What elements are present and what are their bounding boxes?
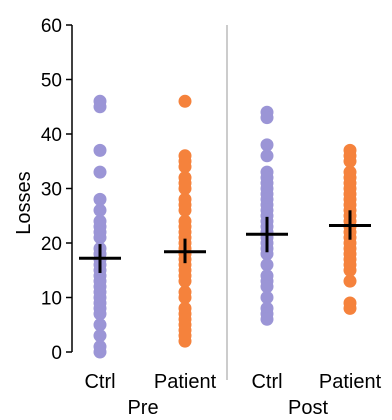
category-label: Ctrl (84, 371, 115, 393)
data-point (93, 318, 107, 332)
group-label: Pre (127, 397, 158, 419)
data-point (178, 94, 192, 108)
data-point (93, 231, 107, 245)
category-label: Ctrl (251, 371, 282, 393)
data-point (93, 307, 107, 321)
data-point (260, 149, 274, 163)
data-point (93, 329, 107, 343)
y-tick-label: 0 (51, 343, 62, 364)
data-point (93, 100, 107, 114)
y-tick-label: 40 (41, 125, 62, 146)
y-tick-label: 20 (41, 234, 62, 255)
data-point (260, 258, 274, 272)
data-point (178, 274, 192, 288)
y-axis: 0 10 20 30 40 50 60 (41, 16, 73, 364)
data-point (260, 291, 274, 304)
category-label: Patient (319, 371, 382, 393)
y-tick-label: 60 (41, 16, 62, 37)
data-point (178, 291, 192, 304)
data-point (343, 263, 357, 277)
category-labels: Ctrl Patient Ctrl Patient Pre Post (84, 371, 381, 419)
data-point (260, 247, 274, 261)
data-point (93, 192, 107, 206)
data-points (93, 94, 357, 359)
data-point (260, 111, 274, 125)
category-label: Patient (154, 371, 217, 393)
y-axis-title: Losses (13, 171, 35, 234)
data-point (178, 160, 192, 174)
data-point (93, 143, 107, 157)
data-point (343, 154, 357, 168)
group-label: Post (288, 397, 328, 419)
data-point (343, 301, 357, 315)
data-point (93, 345, 107, 359)
data-point (343, 274, 357, 288)
data-point (260, 312, 274, 326)
data-point (178, 182, 192, 195)
data-point (93, 165, 107, 179)
data-point (93, 203, 107, 217)
data-point (260, 280, 274, 294)
data-point (178, 203, 192, 217)
y-tick-label: 50 (41, 71, 62, 92)
y-tick-label: 30 (41, 180, 62, 201)
mean-sem-markers (79, 210, 371, 273)
y-tick-label: 10 (41, 289, 62, 310)
data-point (260, 138, 274, 152)
data-point (178, 334, 192, 348)
